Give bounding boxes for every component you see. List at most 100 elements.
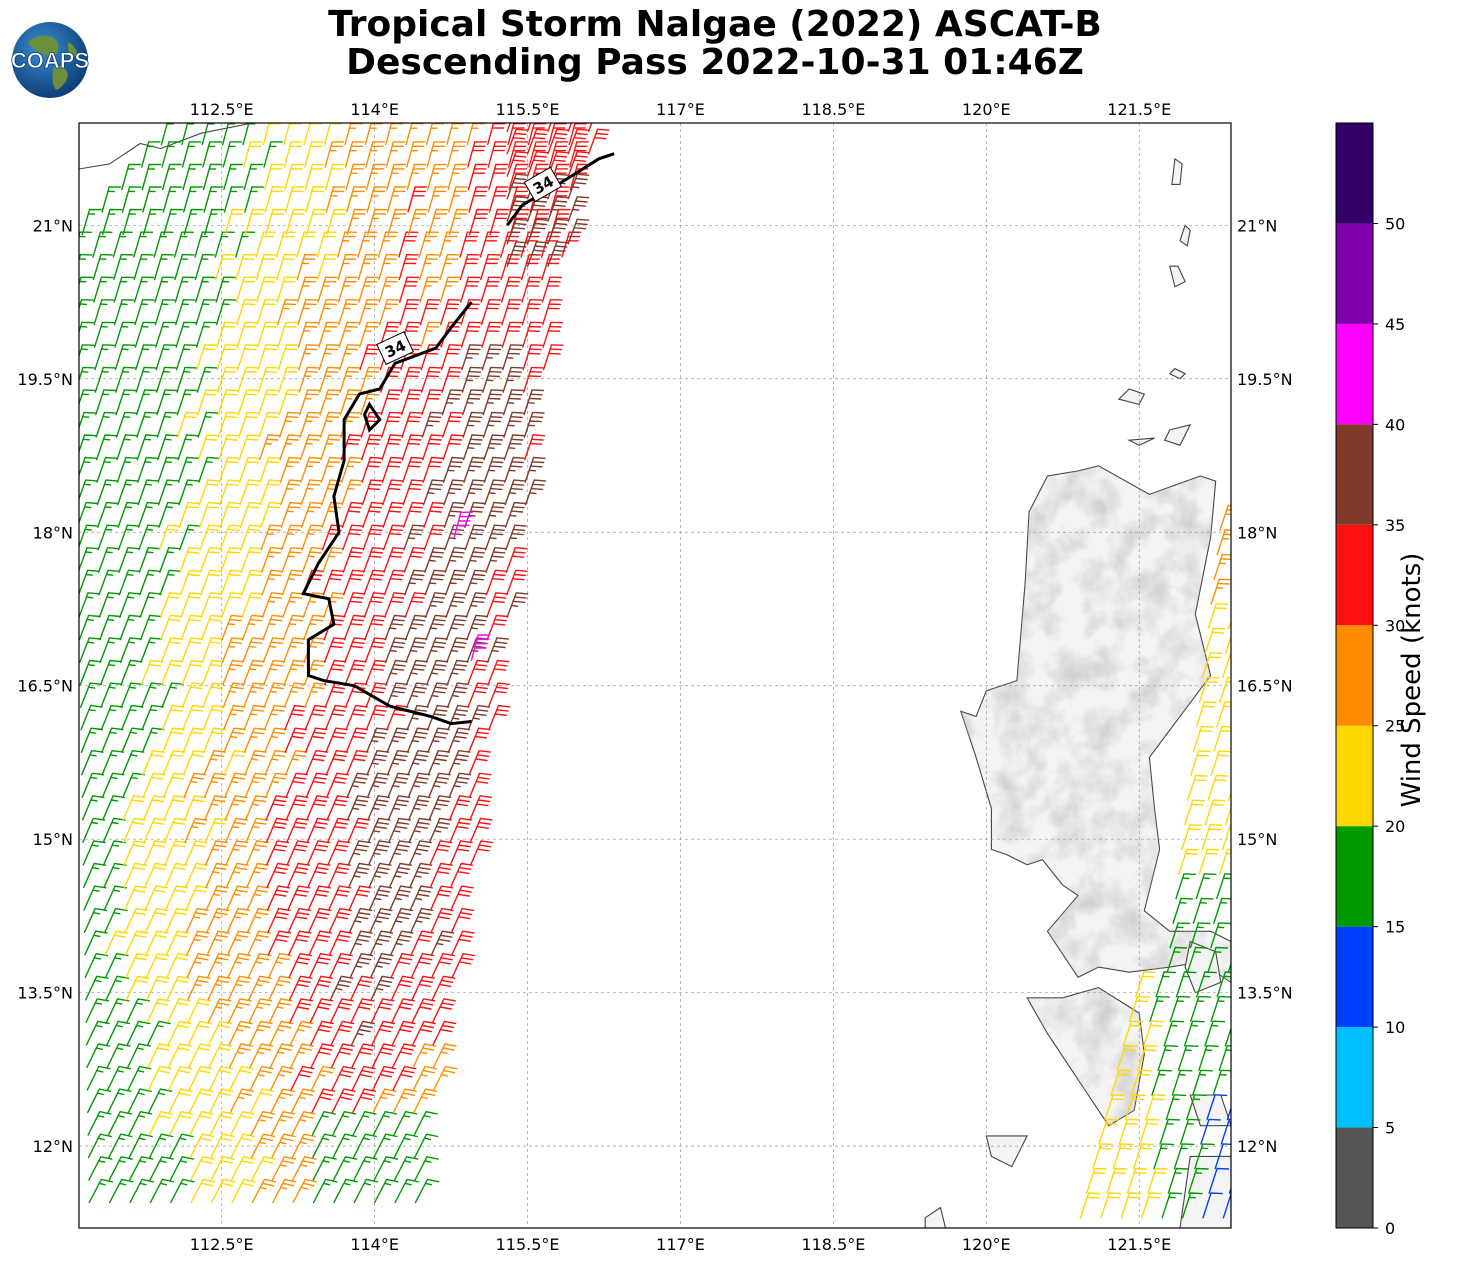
wind-barb-w-182: [227, 953, 251, 978]
wind-barb-w-286: [408, 840, 432, 866]
wind-barb-w-754: [298, 344, 319, 371]
wind-barb-w-964: [263, 141, 283, 168]
wind-barb-w-845: [194, 253, 215, 281]
wind-barb-w-487: [343, 614, 366, 641]
wind-barb-w-409: [467, 704, 491, 731]
wind-barb-w-46: [332, 1133, 357, 1159]
wind-barb-w-347: [428, 772, 451, 798]
wind-barb-w-878: [377, 231, 398, 258]
wind-barb-w-285: [388, 840, 412, 866]
wind-barb-w-434: [120, 659, 143, 686]
wind-barb-e-56: [1149, 995, 1171, 1022]
wind-barb-w-450: [446, 659, 469, 686]
wind-barb-w-906: [448, 208, 469, 236]
wind-barb-w-321: [306, 795, 329, 821]
wind-barb-w-70: [127, 1088, 152, 1114]
wind-barb-w-381: [304, 727, 328, 753]
wind-barb-e-93: [1213, 725, 1231, 752]
wind-barb-w-730: [278, 366, 299, 393]
wind-barb-w-635: [218, 456, 240, 483]
wind-barb-w-588: [178, 501, 201, 528]
colorbar-bin-6: [1336, 524, 1373, 626]
wind-barb-w-426: [385, 682, 408, 708]
logo-text: COAPS: [11, 48, 89, 73]
wind-barb-e-101: [1225, 634, 1231, 654]
wind-barb-w-991: [385, 123, 404, 146]
wind-barb-w-616: [300, 479, 322, 506]
wind-barb-w-623: [443, 479, 465, 506]
wind-barb-w-808: [419, 299, 441, 326]
wind-barb-w-827: [317, 276, 338, 303]
wind-barb-w-559: [485, 547, 507, 573]
wind-barb-w-84: [413, 1088, 438, 1114]
lon-tick-top-3: 117°E: [656, 100, 705, 119]
wind-barb-w-706: [258, 389, 280, 416]
wind-barb-w-641: [341, 456, 363, 483]
wind-barb-w-847: [235, 253, 256, 281]
wind-barb-w-772: [175, 321, 197, 348]
wind-barb-w-493: [466, 614, 489, 641]
wind-barb-w-21: [169, 1156, 195, 1181]
wind-barb-e-78: [1178, 848, 1199, 875]
wind-barb-w-633: [177, 456, 200, 483]
wind-barb-w-648: [483, 456, 505, 483]
wind-barb-w-536: [465, 569, 488, 596]
wind-barb-w-349: [468, 772, 492, 798]
wind-barb-w-977: [528, 141, 549, 168]
wind-barb-w-220: [226, 907, 250, 933]
wind-barb-e-105: [1213, 553, 1231, 580]
wind-barb-w-249: [430, 885, 454, 911]
wind-barb-w-555: [403, 547, 426, 573]
wind-barb-w-863: [79, 231, 93, 238]
wind-barb-w-263: [327, 862, 351, 888]
wind-barb-w-581: [484, 524, 507, 551]
wind-barb-w-380: [284, 727, 308, 753]
wind-barb-w-554: [383, 547, 405, 573]
colorbar-tick-label-3: 15: [1385, 918, 1405, 937]
small-island-6: [1127, 437, 1155, 446]
wind-barb-w-916: [183, 186, 203, 213]
wind-barb-w-908: [489, 208, 510, 236]
wind-barb-w-512: [424, 592, 447, 618]
wind-barb-w-66: [393, 1111, 418, 1136]
wind-barb-e-84: [1184, 799, 1205, 826]
wind-barb-w-850: [296, 253, 317, 281]
wind-barb-e-53: [1204, 1020, 1226, 1047]
wind-barb-w-392: [121, 704, 144, 731]
wind-barb-w-171: [370, 975, 395, 1001]
wind-barb-w-302: [326, 817, 350, 843]
wind-barb-w-892: [163, 208, 184, 236]
wind-barb-w-135: [371, 1020, 396, 1046]
wind-barb-w-762: [461, 344, 482, 371]
wind-barb-w-186: [308, 953, 333, 978]
wind-barb-w-362: [325, 750, 349, 776]
wind-barb-w-184: [268, 953, 292, 978]
wind-barb-w-700: [135, 389, 157, 416]
wind-barb-w-28: [312, 1156, 337, 1181]
wind-barb-w-721: [94, 366, 116, 393]
wind-barb-w-724: [155, 366, 177, 393]
wind-barb-w-911: [550, 208, 571, 236]
wind-barb-w-7: [231, 1178, 256, 1204]
wind-barb-w-757: [359, 344, 381, 371]
wind-barb-w-742: [522, 366, 544, 393]
wind-barb-w-204: [288, 930, 312, 956]
wind-barb-w-344: [366, 772, 390, 798]
wind-barb-w-172: [390, 975, 415, 1001]
wind-barb-w-45: [312, 1133, 337, 1159]
wind-barb-e-46: [1177, 1045, 1199, 1072]
wind-barb-w-99: [372, 1065, 397, 1091]
wind-barb-w-932: [509, 186, 530, 213]
wind-barb-w-843: [153, 253, 175, 281]
wind-barb-w-372: [121, 727, 144, 753]
wind-barb-w-602: [464, 501, 486, 528]
contour-loop: [362, 401, 382, 433]
wind-barb-w-947: [365, 163, 386, 191]
wind-barb-w-867: [153, 231, 174, 258]
wind-barb-w-619: [361, 479, 384, 506]
wind-barb-w-345: [387, 772, 410, 798]
wind-barb-w-854: [378, 253, 399, 281]
wind-barb-w-199: [186, 930, 210, 956]
wind-barb-w-508: [343, 592, 366, 618]
lon-labels-bottom: 112.5°E 114°E 115.5°E 117°E 118.5°E 120°E 121.…: [190, 1235, 1171, 1254]
